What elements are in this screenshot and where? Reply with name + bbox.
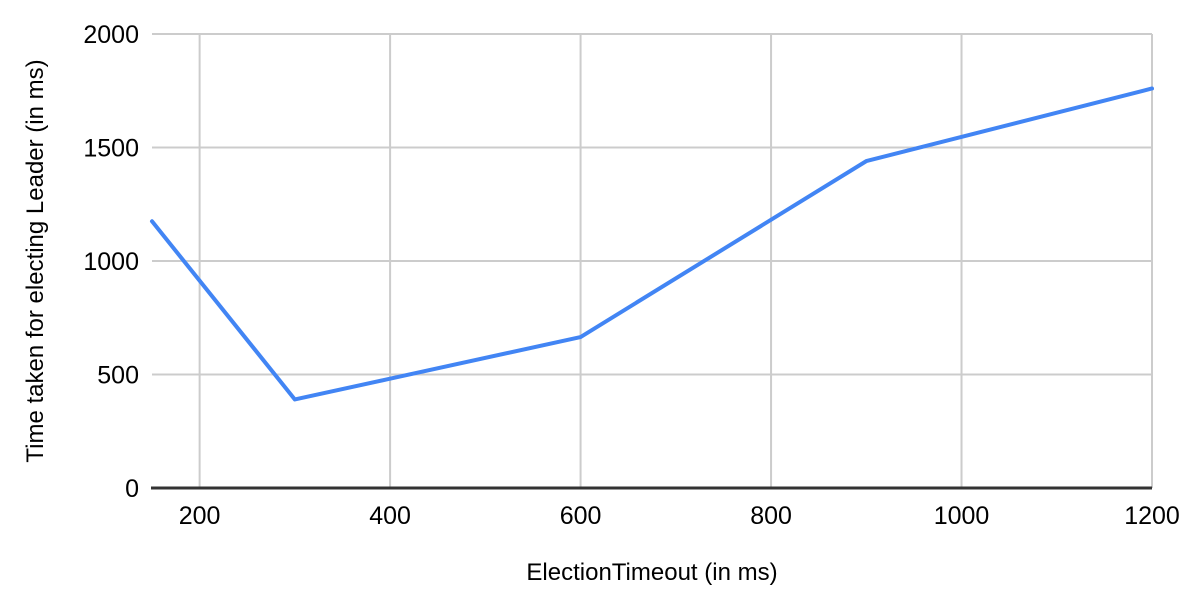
x-tick-label: 800 (750, 502, 792, 530)
y-tick-label: 1500 (83, 135, 139, 163)
y-tick-label: 500 (97, 362, 139, 390)
series-line (150, 86, 1154, 402)
y-tick-label: 1000 (83, 248, 139, 276)
y-axis-title: Time taken for electing Leader (in ms) (22, 59, 49, 463)
x-tick-label: 600 (560, 502, 602, 530)
x-tick-label: 400 (369, 502, 411, 530)
x-tick-label: 1000 (934, 502, 990, 530)
x-axis-title: ElectionTimeout (in ms) (526, 559, 778, 586)
x-tick-label: 1200 (1124, 502, 1180, 530)
x-tick-label: 200 (179, 502, 221, 530)
y-tick-label: 2000 (83, 21, 139, 49)
y-tick-label: 0 (125, 475, 139, 503)
